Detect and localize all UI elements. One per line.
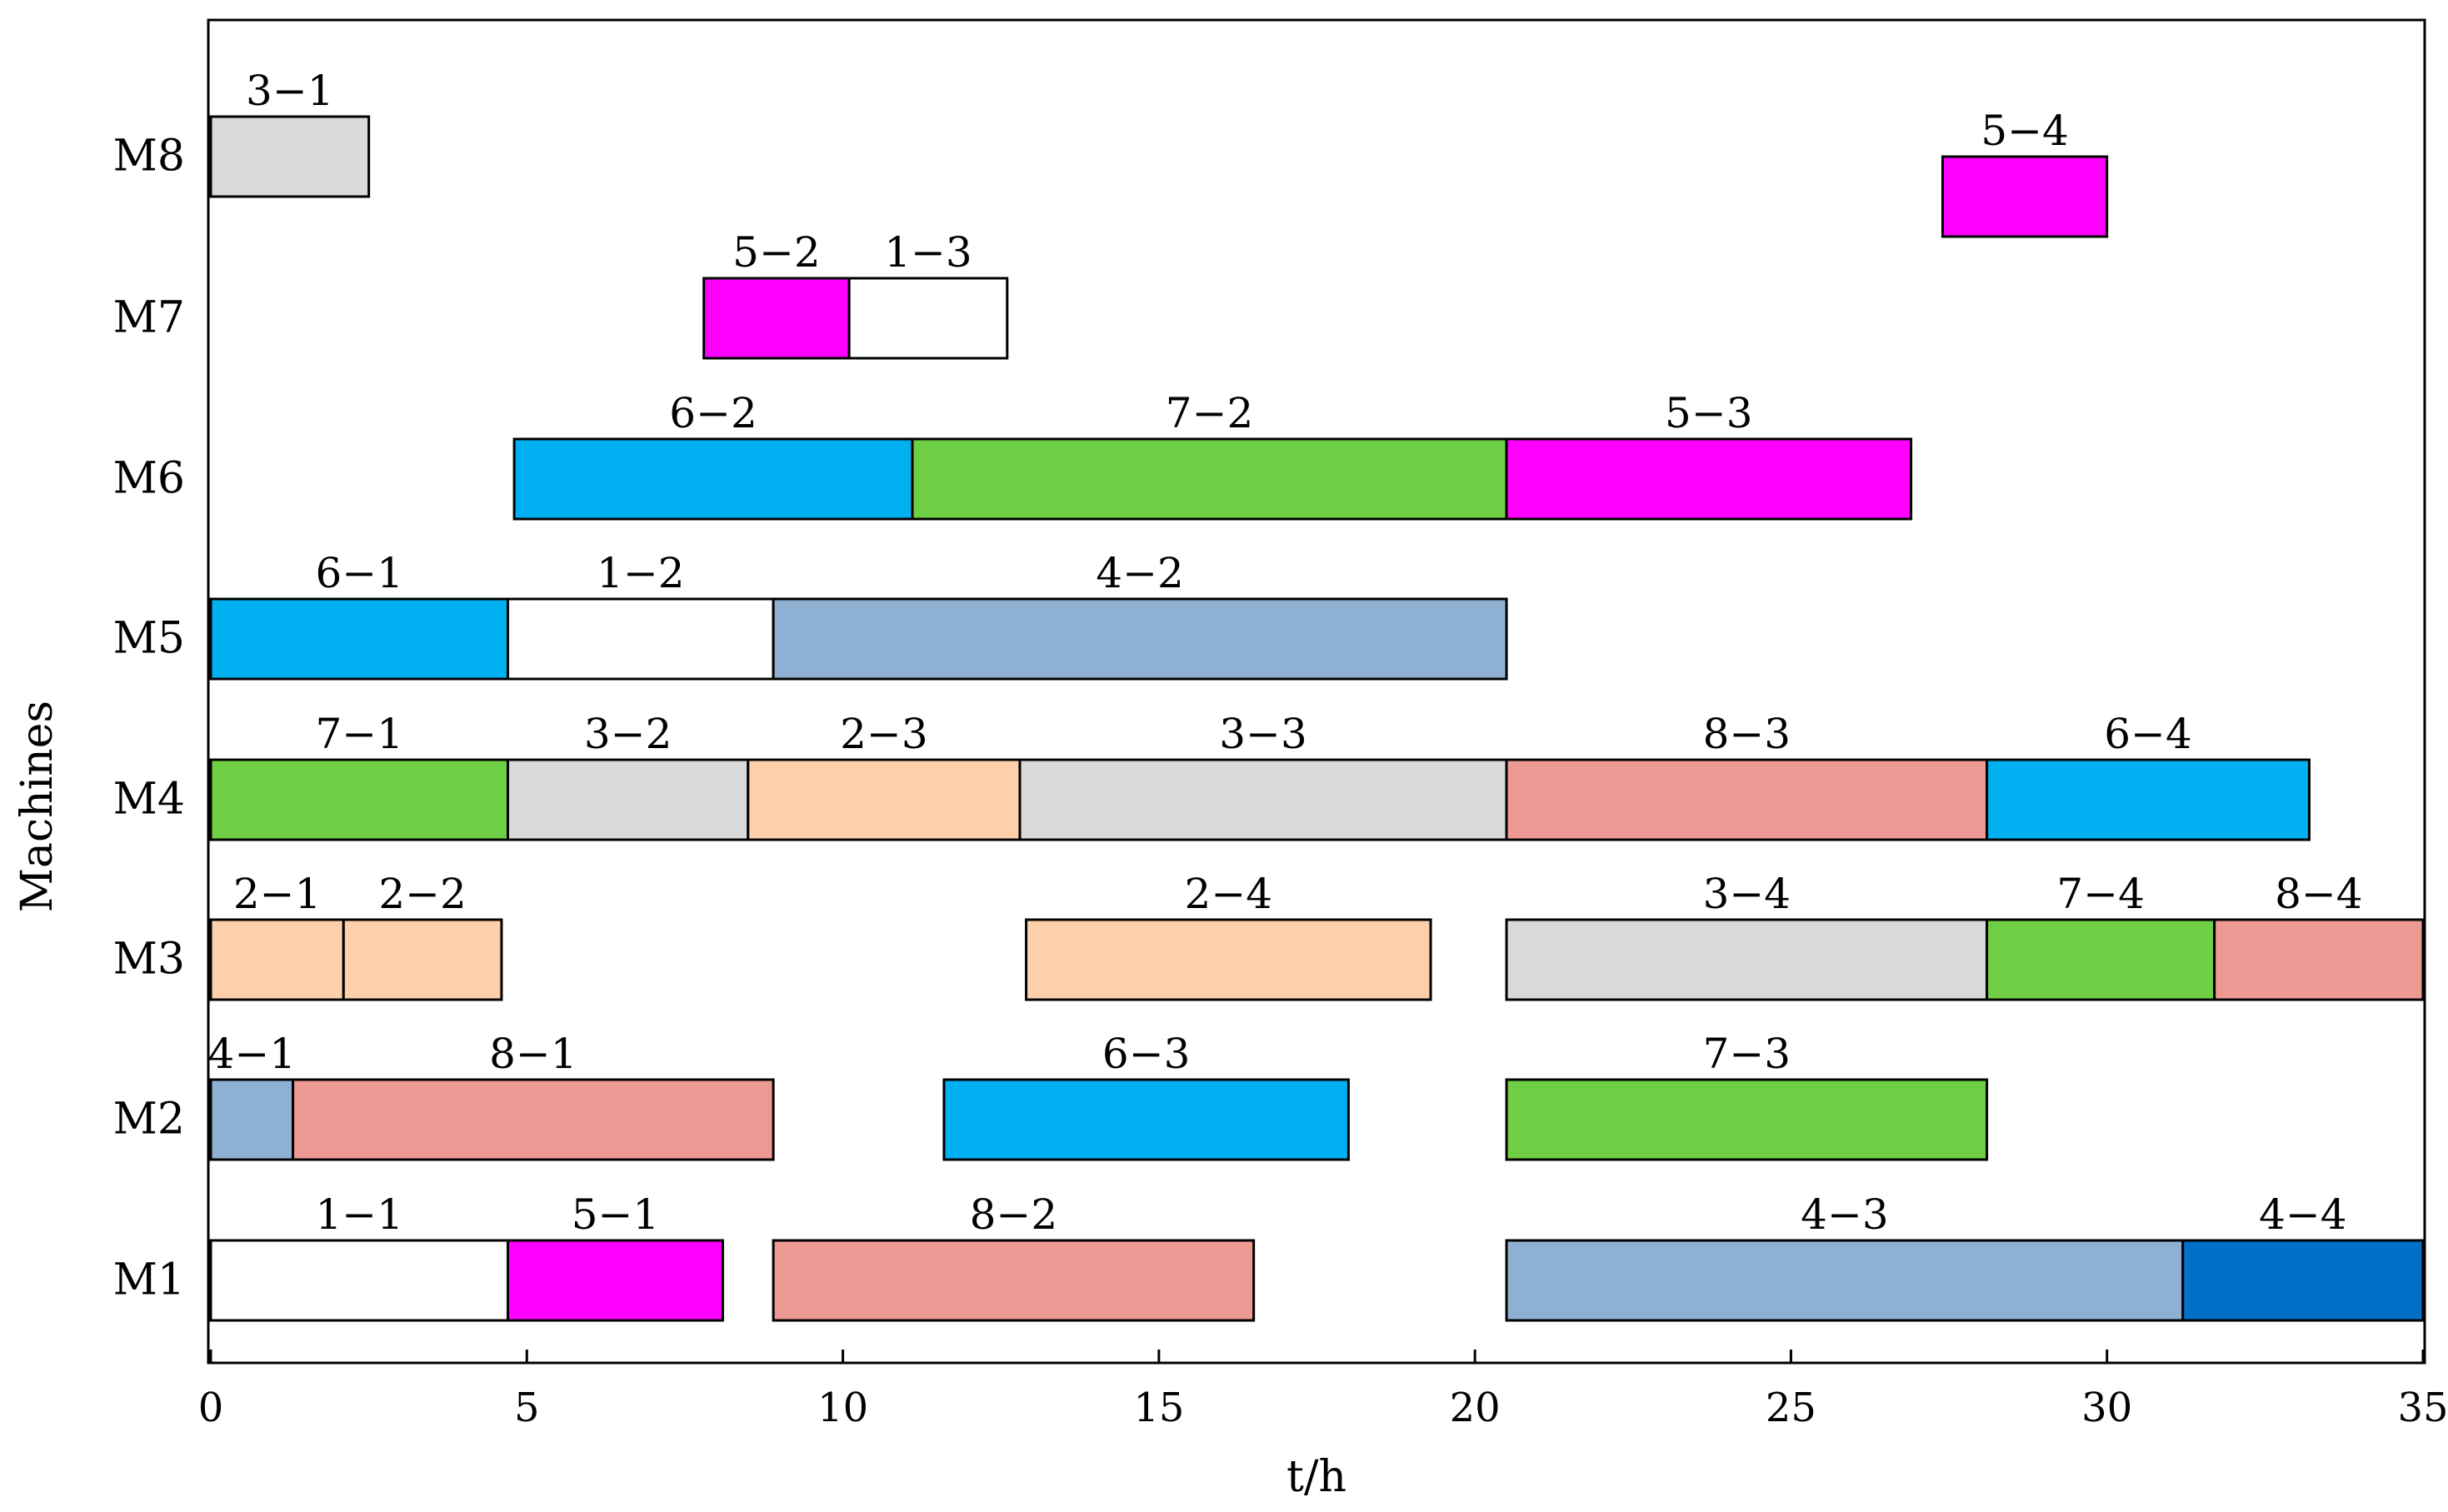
task-bars (209, 115, 2425, 1322)
task-bar-3-4 (1505, 918, 1989, 1001)
task-bar-3-1 (209, 115, 371, 198)
task-label-7-1: 7−1 (315, 710, 403, 758)
task-bar-8-3 (1505, 758, 1989, 841)
task-label-8-4: 8−4 (2275, 870, 2363, 918)
machine-labels: M1 M2 M3 M4 M5 M6 M7 M8 (113, 132, 185, 1305)
task-label-3-1: 3−1 (246, 67, 334, 115)
x-tick-label: 15 (1133, 1385, 1184, 1431)
x-tick-label: 20 (1450, 1385, 1501, 1431)
task-bar-5-2 (702, 277, 851, 360)
task-bar-3-3 (1018, 758, 1508, 841)
task-label-8-3: 8−3 (1703, 710, 1791, 758)
task-labels: 3−1 5−4 5−2 1−3 6−2 7−2 5−3 6−1 1−2 4−2 7−1 3−2 2−3 3… (208, 67, 2363, 1239)
task-bar-7-1 (209, 758, 510, 841)
x-tick-label: 30 (2081, 1385, 2132, 1431)
task-label-4-2: 4−2 (1096, 549, 1184, 597)
task-bar-8-4 (2213, 918, 2425, 1001)
task-bar-1-1 (209, 1239, 510, 1322)
task-bar-2-3 (747, 758, 1022, 841)
task-bar-4-2 (772, 597, 1508, 681)
task-bar-8-2 (772, 1239, 1256, 1322)
task-label-5-1: 5−1 (572, 1190, 660, 1239)
task-label-2-1: 2−1 (233, 870, 322, 918)
task-bar-6-2 (512, 437, 914, 521)
y-axis-title: Machines (12, 701, 62, 912)
task-label-7-3: 7−3 (1703, 1030, 1791, 1078)
task-label-3-4: 3−4 (1703, 870, 1791, 918)
task-label-7-4: 7−4 (2056, 870, 2145, 918)
task-bar-6-4 (1986, 758, 2311, 841)
x-tick-label: 0 (198, 1385, 224, 1431)
x-tick-label: 25 (1766, 1385, 1816, 1431)
task-label-2-4: 2−4 (1185, 870, 1273, 918)
task-label-4-4: 4−4 (2259, 1190, 2347, 1239)
task-label-3-3: 3−3 (1219, 710, 1307, 758)
task-bar-5-1 (507, 1239, 724, 1322)
task-bar-5-4 (1941, 155, 2109, 238)
task-label-4-1: 4−1 (208, 1030, 297, 1078)
machine-label-m5: M5 (113, 614, 185, 664)
machine-label-m1: M1 (113, 1255, 185, 1305)
machine-label-m4: M4 (113, 775, 185, 825)
machine-label-m7: M7 (113, 293, 185, 343)
task-label-2-2: 2−2 (378, 870, 467, 918)
task-bar-7-2 (911, 437, 1508, 521)
task-bar-4-4 (2181, 1239, 2425, 1322)
task-bar-4-1 (209, 1078, 295, 1161)
task-bar-5-3 (1505, 437, 1913, 521)
x-axis-ticks: 0 5 10 15 20 25 30 35 (198, 1350, 2448, 1431)
task-label-6-1: 6−1 (315, 549, 403, 597)
task-bar-6-3 (942, 1078, 1350, 1161)
task-bar-7-4 (1986, 918, 2216, 1001)
task-label-2-3: 2−3 (840, 710, 928, 758)
task-label-8-1: 8−1 (489, 1030, 577, 1078)
task-bar-6-1 (209, 597, 510, 681)
task-bar-1-2 (507, 597, 775, 681)
task-bar-1-3 (847, 277, 1009, 360)
machine-label-m3: M3 (113, 935, 185, 985)
task-bar-2-2 (342, 918, 503, 1001)
task-bar-8-1 (292, 1078, 775, 1161)
machine-label-m2: M2 (113, 1095, 185, 1145)
task-bar-7-3 (1505, 1078, 1989, 1161)
task-label-5-2: 5−2 (732, 228, 821, 277)
x-tick-label: 5 (514, 1385, 540, 1431)
task-label-6-4: 6−4 (2104, 710, 2192, 758)
task-label-3-2: 3−2 (584, 710, 672, 758)
x-axis-title: t/h (1286, 1452, 1346, 1502)
x-tick-label: 35 (2397, 1385, 2448, 1431)
x-tick-label: 10 (817, 1385, 868, 1431)
task-label-6-3: 6−3 (1102, 1030, 1191, 1078)
task-bar-4-3 (1505, 1239, 2185, 1322)
task-label-7-2: 7−2 (1166, 389, 1254, 437)
task-label-6-2: 6−2 (669, 389, 757, 437)
task-label-8-2: 8−2 (970, 1190, 1058, 1239)
task-label-1-3: 1−3 (884, 228, 972, 277)
task-label-5-3: 5−3 (1665, 389, 1753, 437)
task-label-4-3: 4−3 (1801, 1190, 1889, 1239)
task-bar-3-2 (507, 758, 750, 841)
task-bar-2-4 (1025, 918, 1432, 1001)
plot-frame (207, 18, 2426, 1365)
task-label-1-1: 1−1 (315, 1190, 403, 1239)
machine-label-m8: M8 (113, 132, 185, 182)
machine-label-m6: M6 (113, 454, 185, 504)
task-bar-2-1 (209, 918, 345, 1001)
task-label-5-4: 5−4 (1981, 107, 2069, 155)
task-label-1-2: 1−2 (597, 549, 685, 597)
